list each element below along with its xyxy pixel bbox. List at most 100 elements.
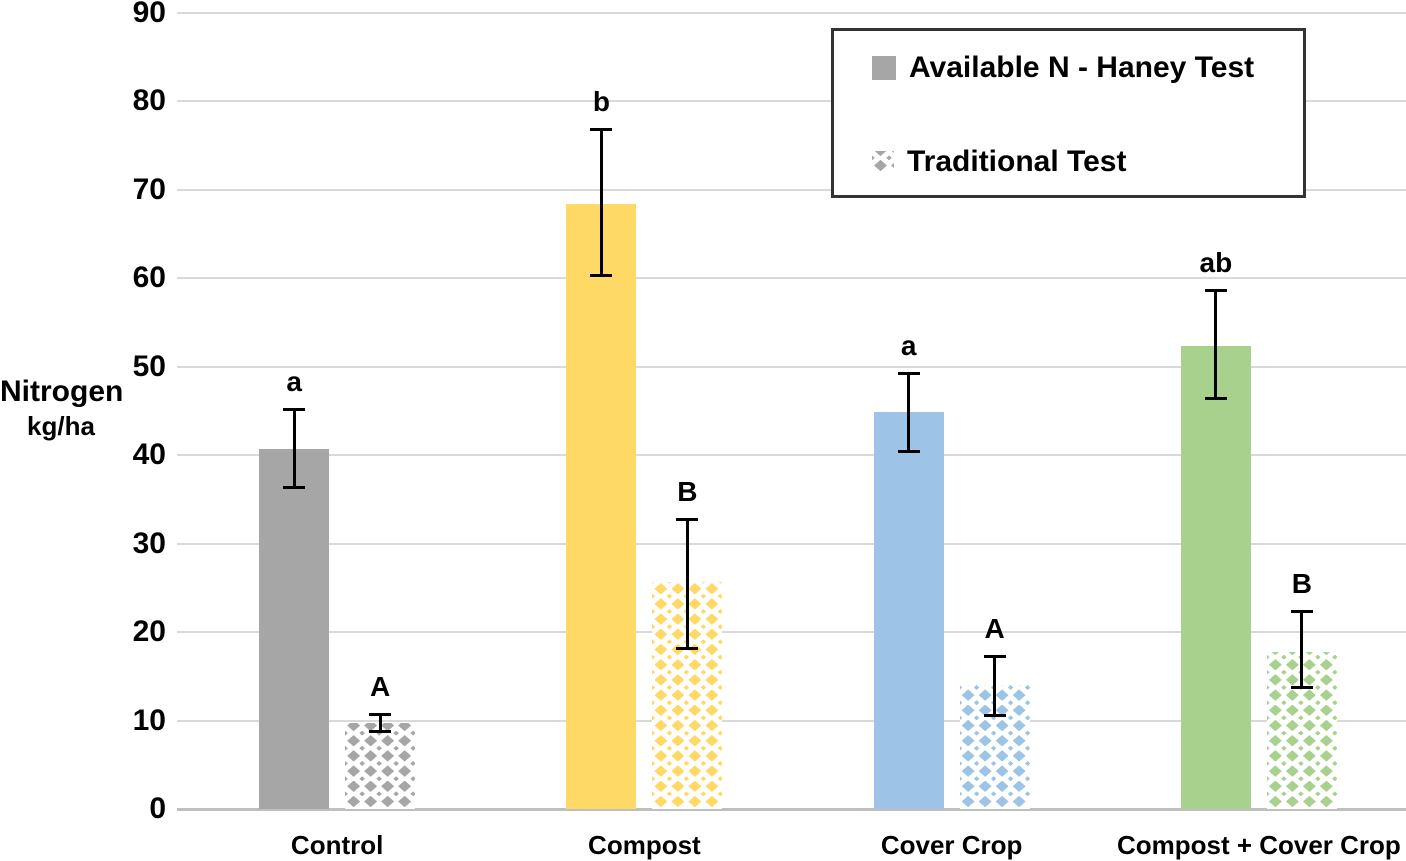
pattern-diamond-icon — [1266, 760, 1270, 766]
x-label-compost: Compost — [588, 830, 701, 860]
pattern-diamond-icon — [345, 791, 348, 797]
sig-letter-traditional-compost-cover-crop: B — [1291, 568, 1312, 599]
pattern-diamond-icon — [688, 598, 702, 610]
pattern-diamond-icon — [1266, 776, 1270, 782]
pattern-diamond-icon — [364, 734, 378, 747]
pattern-diamond-icon — [666, 700, 673, 706]
pattern-diamond-icon — [1268, 651, 1282, 656]
pattern-diamond-icon — [666, 730, 673, 736]
pattern-diamond-icon — [683, 700, 690, 706]
pattern-diamond-icon — [652, 730, 656, 736]
pattern-diamond-icon — [347, 765, 361, 777]
pattern-diamond-icon — [376, 745, 382, 751]
pattern-diamond-icon — [995, 719, 1009, 732]
pattern-diamond-icon — [990, 776, 997, 782]
pattern-diamond-icon — [700, 791, 707, 797]
gridline — [177, 719, 1406, 722]
pattern-diamond-icon — [410, 745, 416, 751]
pattern-diamond-icon — [671, 598, 685, 610]
pattern-diamond-icon — [700, 593, 707, 599]
pattern-diamond-icon — [393, 760, 399, 766]
legend-item-traditional: Traditional Test — [872, 145, 1295, 179]
pattern-diamond-icon — [652, 776, 656, 782]
pattern-diamond-icon — [666, 624, 673, 630]
pattern-diamond-icon — [990, 715, 997, 721]
pattern-diamond-icon — [688, 704, 702, 717]
pattern-diamond-icon — [1298, 745, 1304, 751]
pattern-diamond-icon — [381, 750, 395, 762]
pattern-diamond-icon — [688, 719, 702, 732]
pattern-diamond-icon — [995, 765, 1009, 777]
y-tick-label: 90 — [132, 0, 166, 29]
pattern-diamond-icon — [1266, 700, 1270, 706]
pattern-diamond-icon — [654, 582, 668, 595]
pattern-diamond-icon — [688, 780, 702, 793]
pattern-diamond-icon — [345, 776, 348, 782]
bar-haney-compost — [566, 204, 637, 809]
pattern-diamond-icon — [700, 715, 707, 721]
pattern-diamond-icon — [1007, 715, 1014, 721]
pattern-diamond-icon — [410, 776, 416, 782]
pattern-diamond-icon — [1302, 658, 1316, 671]
pattern-diamond-icon — [1315, 791, 1321, 797]
pattern-diamond-icon — [1315, 669, 1321, 675]
pattern-diamond-icon — [973, 715, 980, 721]
pattern-diamond-icon — [671, 704, 685, 717]
pattern-diamond-icon — [652, 700, 656, 706]
sig-letter-traditional-compost: B — [677, 476, 698, 508]
pattern-diamond-icon — [345, 745, 348, 751]
pattern-diamond-icon — [347, 723, 361, 732]
pattern-diamond-icon — [652, 624, 656, 630]
pattern-diamond-icon — [1012, 765, 1026, 777]
pattern-diamond-icon — [1012, 795, 1026, 808]
pattern-diamond-icon — [1266, 684, 1270, 690]
pattern-diamond-icon — [717, 791, 723, 797]
error-bar-cap-traditional-cover-crop — [983, 714, 1006, 718]
pattern-diamond-icon — [700, 639, 707, 645]
pattern-diamond-icon — [410, 791, 416, 797]
pattern-diamond-icon — [359, 745, 365, 751]
pattern-diamond-icon — [398, 765, 412, 777]
pattern-diamond-icon — [654, 704, 668, 717]
pattern-diamond-icon — [376, 791, 382, 797]
y-axis-title-line1: Nitrogen — [0, 375, 124, 408]
pattern-diamond-icon — [1332, 730, 1337, 736]
pattern-diamond-icon — [364, 750, 378, 762]
pattern-diamond-icon — [1007, 700, 1014, 706]
pattern-diamond-icon — [1024, 730, 1030, 736]
pattern-diamond-icon — [1012, 719, 1026, 732]
pattern-diamond-icon — [961, 704, 975, 717]
pattern-diamond-icon — [666, 745, 673, 751]
error-bar-haney-control — [292, 408, 296, 489]
pattern-diamond-icon — [671, 689, 685, 701]
pattern-diamond-icon — [376, 730, 382, 736]
pattern-diamond-icon — [652, 654, 656, 660]
pattern-diamond-icon — [1268, 719, 1282, 732]
pattern-diamond-icon — [1266, 791, 1270, 797]
pattern-diamond-icon — [700, 730, 707, 736]
error-bar-cap-traditional-cover-crop — [983, 655, 1006, 659]
pattern-diamond-icon — [652, 608, 656, 614]
pattern-diamond-icon — [717, 639, 723, 645]
y-tick-label: 40 — [132, 438, 166, 472]
pattern-diamond-icon — [1024, 700, 1030, 706]
pattern-diamond-icon — [1319, 719, 1333, 732]
legend: Available N - Haney Test Traditional Tes… — [831, 28, 1306, 198]
y-tick-label: 50 — [132, 349, 166, 383]
pattern-diamond-icon — [717, 760, 723, 766]
pattern-diamond-icon — [961, 750, 975, 762]
pattern-diamond-icon — [345, 730, 348, 736]
pattern-diamond-icon — [959, 715, 963, 721]
pattern-diamond-icon — [1319, 674, 1333, 686]
pattern-diamond-icon — [1298, 715, 1304, 721]
pattern-diamond-icon — [959, 760, 963, 766]
pattern-diamond-icon — [654, 780, 668, 793]
pattern-diamond-icon — [1298, 760, 1304, 766]
pattern-diamond-icon — [978, 734, 992, 747]
pattern-diamond-icon — [359, 791, 365, 797]
pattern-diamond-icon — [359, 776, 365, 782]
pattern-diamond-icon — [961, 765, 975, 777]
error-bar-haney-compost-cover-crop — [1214, 288, 1218, 401]
pattern-diamond-icon — [1319, 750, 1333, 762]
error-bar-cap-haney-cover-crop — [897, 449, 920, 453]
